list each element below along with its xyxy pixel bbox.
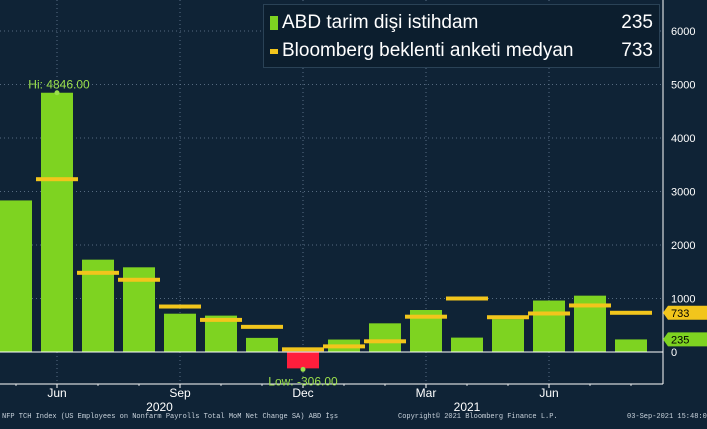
bar-feb-2021 bbox=[369, 323, 401, 352]
y-tick-label: 6000 bbox=[671, 26, 695, 38]
last-value-tag-text: 235 bbox=[671, 334, 689, 346]
forecast-marker-dec-2020 bbox=[282, 347, 324, 352]
last-value-tag: 733 bbox=[663, 305, 707, 320]
x-tick-label: Dec bbox=[292, 386, 313, 400]
bar-jul-2020 bbox=[82, 259, 114, 352]
y-tick-label: 0 bbox=[671, 347, 677, 359]
y-tick-label: 4000 bbox=[671, 133, 695, 145]
bar-nov-2020 bbox=[246, 337, 278, 352]
axes: 0 1000 2000 3000 4000 5000 6000 Jun Sep Dec Mar Jun… bbox=[0, 0, 707, 414]
year-label: 2021 bbox=[454, 400, 481, 414]
forecast-marker-oct-2020 bbox=[200, 317, 242, 322]
annotations: Hi: 4846.00 Low: -306.00 bbox=[28, 78, 338, 389]
y-tick-label: 5000 bbox=[671, 80, 695, 92]
forecast-markers bbox=[36, 177, 652, 352]
copyright-note: Copyright© 2021 Bloomberg Finance L.P. bbox=[398, 413, 558, 421]
last-value-tag-bg bbox=[663, 332, 707, 347]
bars bbox=[0, 92, 647, 369]
bar-dec-2020 bbox=[287, 352, 319, 369]
x-tick-label: Sep bbox=[169, 386, 191, 400]
source-note: NFP TCH Index (US Employees on Nonfarm P… bbox=[2, 413, 339, 421]
low-point-marker bbox=[300, 366, 306, 372]
legend-value-payrolls: 235 bbox=[621, 12, 653, 33]
forecast-marker-jul-2020 bbox=[77, 270, 119, 275]
forecast-marker-jun-2020 bbox=[36, 177, 78, 182]
last-value-tag-text: 733 bbox=[671, 308, 689, 320]
high-point-marker bbox=[54, 90, 60, 96]
forecast-marker-jan-2021 bbox=[323, 344, 365, 349]
forecast-marker-sep-2020 bbox=[159, 304, 201, 309]
forecast-marker-aug-2021 bbox=[610, 310, 652, 315]
bar-aug-2021 bbox=[615, 339, 647, 352]
last-value-tag: 235 bbox=[663, 332, 707, 347]
forecast-marker-may-2021 bbox=[487, 315, 529, 320]
x-tick-label: Jun bbox=[47, 386, 66, 400]
high-annotation: Hi: 4846.00 bbox=[28, 78, 90, 92]
legend-value-survey: 733 bbox=[621, 40, 653, 61]
bar-jun-2021 bbox=[533, 300, 565, 352]
legend-item-survey: Bloomberg beklenti anketi medyan 733 bbox=[270, 37, 653, 65]
bar-may-2021 bbox=[492, 319, 524, 352]
legend-swatch-survey bbox=[270, 48, 278, 54]
bar-sep-2020 bbox=[164, 313, 196, 352]
bar-jun-2020 bbox=[41, 92, 73, 352]
forecast-marker-jun-2021 bbox=[528, 311, 570, 316]
y-tick-label: 1000 bbox=[671, 294, 695, 306]
x-tick-label: Jun bbox=[539, 386, 558, 400]
forecast-marker-aug-2020 bbox=[118, 277, 160, 282]
forecast-marker-feb-2021 bbox=[364, 339, 406, 344]
legend-swatch-payrolls bbox=[270, 16, 278, 30]
last-value-tag-bg bbox=[663, 305, 707, 320]
forecast-marker-apr-2021 bbox=[446, 296, 488, 301]
legend-label-survey: Bloomberg beklenti anketi medyan bbox=[282, 40, 574, 61]
timestamp: 03-Sep-2021 15:48:09 bbox=[627, 413, 707, 421]
legend-label-payrolls: ABD tarim dişi istihdam bbox=[282, 12, 479, 33]
legend: ABD tarim dişi istihdam 235 Bloomberg be… bbox=[263, 4, 660, 68]
bar-may-2020 bbox=[0, 200, 32, 352]
low-annotation: Low: -306.00 bbox=[268, 374, 338, 388]
year-label: 2020 bbox=[146, 400, 173, 414]
y-tick-label: 3000 bbox=[671, 187, 695, 199]
legend-item-payrolls: ABD tarim dişi istihdam 235 bbox=[270, 9, 653, 37]
bar-apr-2021 bbox=[451, 337, 483, 352]
y-tick-label: 2000 bbox=[671, 240, 695, 252]
forecast-marker-jul-2021 bbox=[569, 303, 611, 308]
forecast-marker-mar-2021 bbox=[405, 314, 447, 319]
x-tick-label: Mar bbox=[416, 386, 437, 400]
forecast-marker-nov-2020 bbox=[241, 324, 283, 329]
